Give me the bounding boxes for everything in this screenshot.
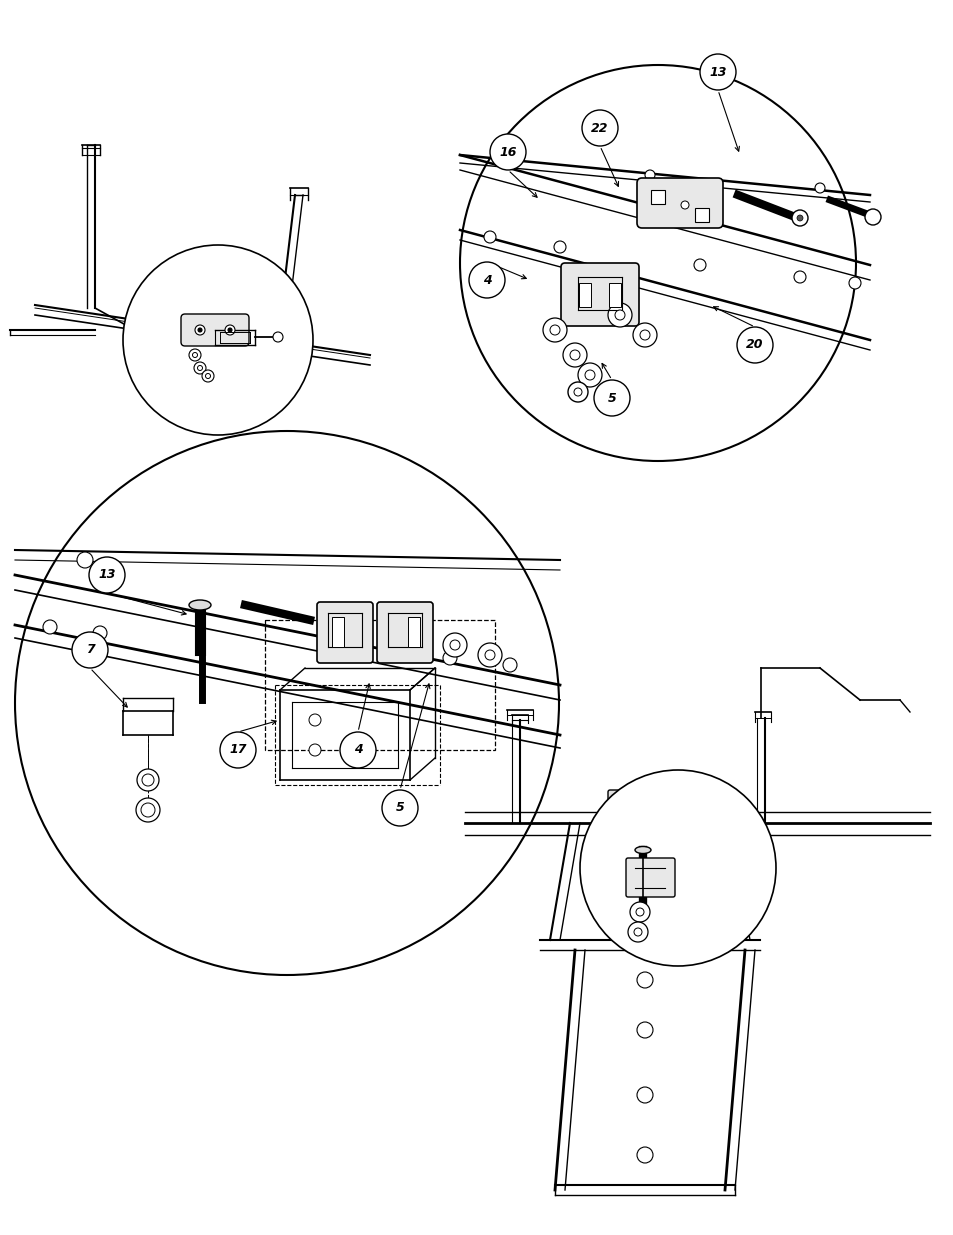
Circle shape — [469, 262, 504, 298]
Circle shape — [633, 324, 657, 347]
Circle shape — [89, 557, 125, 593]
Circle shape — [123, 245, 313, 435]
FancyBboxPatch shape — [637, 178, 722, 228]
Circle shape — [848, 277, 861, 289]
FancyBboxPatch shape — [181, 314, 249, 346]
Circle shape — [92, 626, 107, 640]
Circle shape — [477, 643, 501, 667]
Circle shape — [198, 329, 202, 332]
Circle shape — [791, 210, 807, 226]
Text: 13: 13 — [98, 568, 115, 582]
Circle shape — [228, 329, 232, 332]
Circle shape — [796, 215, 802, 221]
Text: 5: 5 — [395, 802, 404, 815]
Circle shape — [680, 201, 688, 209]
FancyBboxPatch shape — [376, 601, 433, 663]
Circle shape — [136, 798, 160, 823]
Circle shape — [693, 259, 705, 270]
FancyBboxPatch shape — [607, 790, 646, 830]
Circle shape — [15, 431, 558, 974]
Circle shape — [550, 325, 559, 335]
FancyBboxPatch shape — [560, 263, 639, 326]
Circle shape — [581, 110, 618, 146]
Circle shape — [194, 325, 205, 335]
Circle shape — [193, 362, 206, 374]
Ellipse shape — [189, 600, 211, 610]
FancyBboxPatch shape — [578, 283, 590, 308]
Circle shape — [615, 310, 624, 320]
Circle shape — [627, 923, 647, 942]
FancyBboxPatch shape — [316, 601, 373, 663]
Text: 5: 5 — [607, 391, 616, 405]
FancyBboxPatch shape — [608, 283, 620, 308]
Circle shape — [77, 552, 92, 568]
Circle shape — [504, 158, 515, 168]
FancyBboxPatch shape — [647, 790, 686, 830]
Circle shape — [459, 65, 855, 461]
Text: 22: 22 — [591, 121, 608, 135]
Circle shape — [442, 634, 467, 657]
Circle shape — [579, 769, 775, 966]
Circle shape — [202, 370, 213, 382]
Text: 4: 4 — [354, 743, 362, 757]
Circle shape — [309, 714, 320, 726]
Circle shape — [562, 343, 586, 367]
Circle shape — [490, 135, 525, 170]
Circle shape — [793, 270, 805, 283]
Circle shape — [637, 972, 652, 988]
FancyBboxPatch shape — [650, 190, 664, 204]
FancyBboxPatch shape — [625, 858, 675, 897]
Circle shape — [567, 382, 587, 403]
Circle shape — [542, 317, 566, 342]
Text: 4: 4 — [482, 273, 491, 287]
Circle shape — [637, 1023, 652, 1037]
Circle shape — [273, 332, 283, 342]
Circle shape — [189, 350, 201, 361]
Text: 13: 13 — [708, 65, 726, 79]
Circle shape — [584, 370, 595, 380]
Circle shape — [309, 743, 320, 756]
FancyBboxPatch shape — [332, 618, 344, 647]
Circle shape — [637, 1087, 652, 1103]
Circle shape — [644, 170, 655, 180]
Circle shape — [864, 209, 880, 225]
Circle shape — [569, 350, 579, 359]
Circle shape — [639, 330, 649, 340]
Circle shape — [578, 363, 601, 387]
Circle shape — [43, 620, 57, 634]
Text: 20: 20 — [745, 338, 763, 352]
Circle shape — [607, 303, 631, 327]
Circle shape — [637, 1147, 652, 1163]
FancyBboxPatch shape — [408, 618, 419, 647]
Text: 16: 16 — [498, 146, 517, 158]
Circle shape — [483, 231, 496, 243]
Circle shape — [225, 325, 234, 335]
Circle shape — [629, 902, 649, 923]
Circle shape — [220, 732, 255, 768]
Circle shape — [737, 327, 772, 363]
Circle shape — [71, 632, 108, 668]
Circle shape — [339, 732, 375, 768]
Text: 7: 7 — [86, 643, 94, 657]
Circle shape — [554, 241, 565, 253]
Circle shape — [594, 380, 629, 416]
FancyBboxPatch shape — [695, 207, 708, 222]
Circle shape — [381, 790, 417, 826]
Circle shape — [814, 183, 824, 193]
Circle shape — [700, 54, 735, 90]
Circle shape — [442, 651, 456, 664]
Text: 17: 17 — [229, 743, 247, 757]
Ellipse shape — [635, 846, 650, 853]
Circle shape — [137, 769, 159, 790]
Circle shape — [502, 658, 517, 672]
